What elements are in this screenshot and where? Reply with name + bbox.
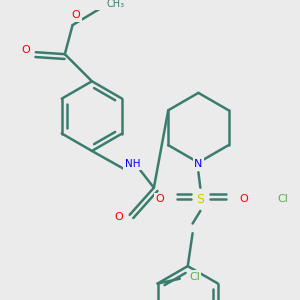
Text: O: O: [239, 194, 248, 204]
Text: N: N: [194, 158, 202, 169]
Text: O: O: [22, 45, 31, 55]
Text: O: O: [155, 194, 164, 204]
Text: Cl: Cl: [277, 194, 288, 204]
Text: S: S: [196, 193, 204, 206]
Text: Cl: Cl: [189, 272, 200, 282]
Text: NH: NH: [125, 158, 140, 169]
Text: O: O: [71, 11, 80, 20]
Text: O: O: [115, 212, 123, 222]
Text: CH₃: CH₃: [106, 0, 124, 9]
